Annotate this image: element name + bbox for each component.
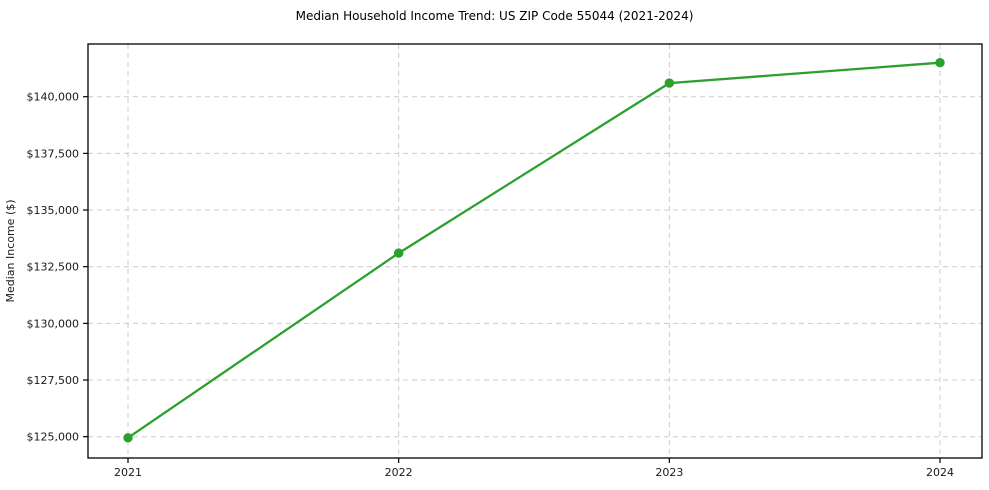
data-point <box>935 57 945 68</box>
x-tick-label: 2024 <box>926 466 954 479</box>
x-tick-label: 2022 <box>385 466 413 479</box>
y-tick-label: $127,500 <box>27 374 80 387</box>
y-tick-label: $130,000 <box>27 317 80 330</box>
plot-border <box>87 43 983 459</box>
x-tick-label: 2021 <box>114 466 142 479</box>
data-point <box>393 248 404 258</box>
data-point <box>123 433 133 443</box>
chart-title: Median Household Income Trend: US ZIP Co… <box>295 9 694 23</box>
x-tick-label: 2023 <box>655 466 683 479</box>
y-tick-label: $132,500 <box>27 261 80 274</box>
y-tick-label: $140,000 <box>27 91 80 104</box>
y-tick-label: $137,500 <box>27 147 80 160</box>
data-line <box>126 61 942 439</box>
data-point <box>664 78 675 88</box>
y-axis-label: Median Income ($) <box>4 199 17 302</box>
y-tick-label: $135,000 <box>27 204 80 217</box>
y-tick-label: $125,000 <box>27 431 80 444</box>
